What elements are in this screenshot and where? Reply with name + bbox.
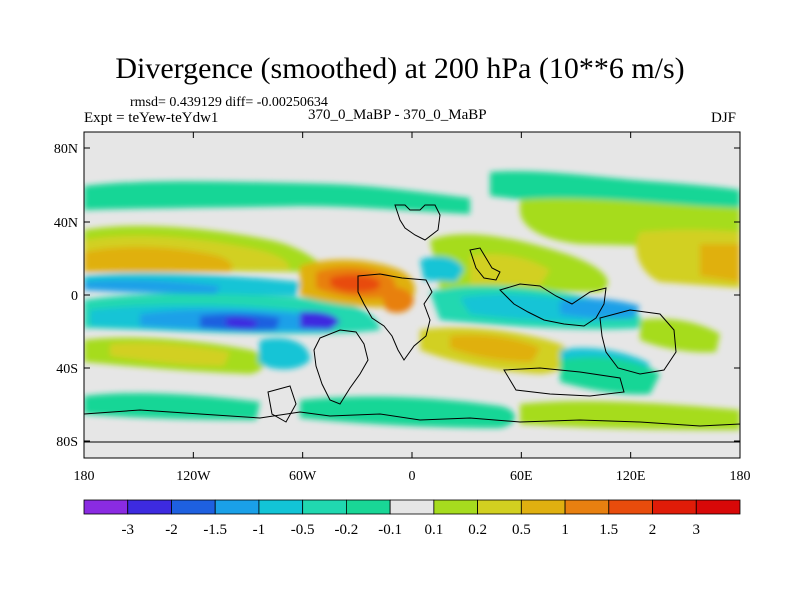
colorbar-label: 0.2 bbox=[468, 522, 487, 538]
colorbar-swatch bbox=[258, 499, 304, 515]
australia-outline bbox=[599, 309, 677, 375]
y-tick-label: 40N bbox=[54, 216, 78, 231]
contour-shading bbox=[84, 171, 740, 430]
colorbar-swatch bbox=[171, 499, 216, 515]
y-tick-label: 80S bbox=[56, 435, 78, 450]
colorbar-label: 0.5 bbox=[512, 522, 531, 538]
y-axis: 80N 40N 0 40S 80S bbox=[54, 142, 740, 450]
colorbar-swatch bbox=[477, 499, 522, 515]
peninsula-outline bbox=[267, 385, 297, 423]
x-tick-label: 60E bbox=[510, 469, 533, 484]
x-axis: 180 120W 60W 0 60E 120E 180 bbox=[74, 132, 751, 484]
colorbar: -3 -2 -1.5 -1 -0.5 -0.2 -0.1 0.1 0.2 0.5 1 1.5 2 3 bbox=[83, 499, 741, 538]
colorbar-swatch bbox=[127, 499, 172, 515]
x-tick-label: 0 bbox=[409, 469, 416, 484]
colorbar-swatch bbox=[652, 499, 697, 515]
southeast-asia-outline bbox=[499, 283, 607, 327]
colorbar-swatch bbox=[433, 499, 479, 515]
x-tick-label: 60W bbox=[289, 469, 317, 484]
experiment-label: Expt = teYew-teYdw1 bbox=[84, 110, 219, 126]
europe-outline bbox=[394, 204, 441, 241]
colorbar-swatch bbox=[564, 499, 610, 515]
indian-ocean-outline bbox=[503, 367, 625, 397]
field-layer bbox=[84, 132, 740, 458]
arabia-outline bbox=[469, 247, 501, 281]
y-tick-label: 40S bbox=[56, 362, 78, 377]
colorbar-label: 1.5 bbox=[599, 522, 618, 538]
colorbar-label: 0.1 bbox=[424, 522, 443, 538]
x-tick-label: 180 bbox=[730, 469, 751, 484]
colorbar-label: -1.5 bbox=[203, 522, 227, 538]
antarctica-outline bbox=[84, 409, 740, 443]
x-tick-label: 180 bbox=[74, 469, 95, 484]
colorbar-label: 1 bbox=[561, 522, 569, 538]
colorbar-label: -0.1 bbox=[378, 522, 402, 538]
colorbar-label: -3 bbox=[121, 522, 134, 538]
colorbar-swatch bbox=[345, 499, 391, 515]
comparison-label: 370_0_MaBP - 370_0_MaBP bbox=[308, 107, 487, 123]
y-tick-label: 80N bbox=[54, 142, 78, 157]
colorbar-label: -0.2 bbox=[335, 522, 359, 538]
colorbar-label: -1 bbox=[253, 522, 266, 538]
colorbar-label: 2 bbox=[649, 522, 657, 538]
colorbar-label: 3 bbox=[693, 522, 701, 538]
colorbar-swatch bbox=[83, 499, 129, 515]
x-tick-label: 120W bbox=[176, 469, 211, 484]
colorbar-swatch bbox=[520, 499, 566, 515]
continent-outlines bbox=[84, 204, 740, 443]
stats-label: rmsd= 0.439129 diff= -0.00250634 bbox=[130, 95, 328, 110]
season-label: DJF bbox=[711, 110, 737, 126]
colorbar-swatch bbox=[695, 499, 741, 515]
y-tick-label: 0 bbox=[71, 289, 78, 304]
colorbar-label: -2 bbox=[165, 522, 178, 538]
colorbar-swatch bbox=[608, 499, 653, 515]
colorbar-swatch bbox=[302, 499, 347, 515]
africa-outline bbox=[357, 273, 433, 361]
plot-title: Divergence (smoothed) at 200 hPa (10**6 … bbox=[115, 52, 685, 85]
colorbar-label: -0.5 bbox=[291, 522, 315, 538]
south-america-outline bbox=[313, 329, 369, 405]
colorbar-swatch bbox=[214, 499, 260, 515]
colorbar-swatch bbox=[389, 499, 435, 515]
x-tick-label: 120E bbox=[616, 469, 646, 484]
